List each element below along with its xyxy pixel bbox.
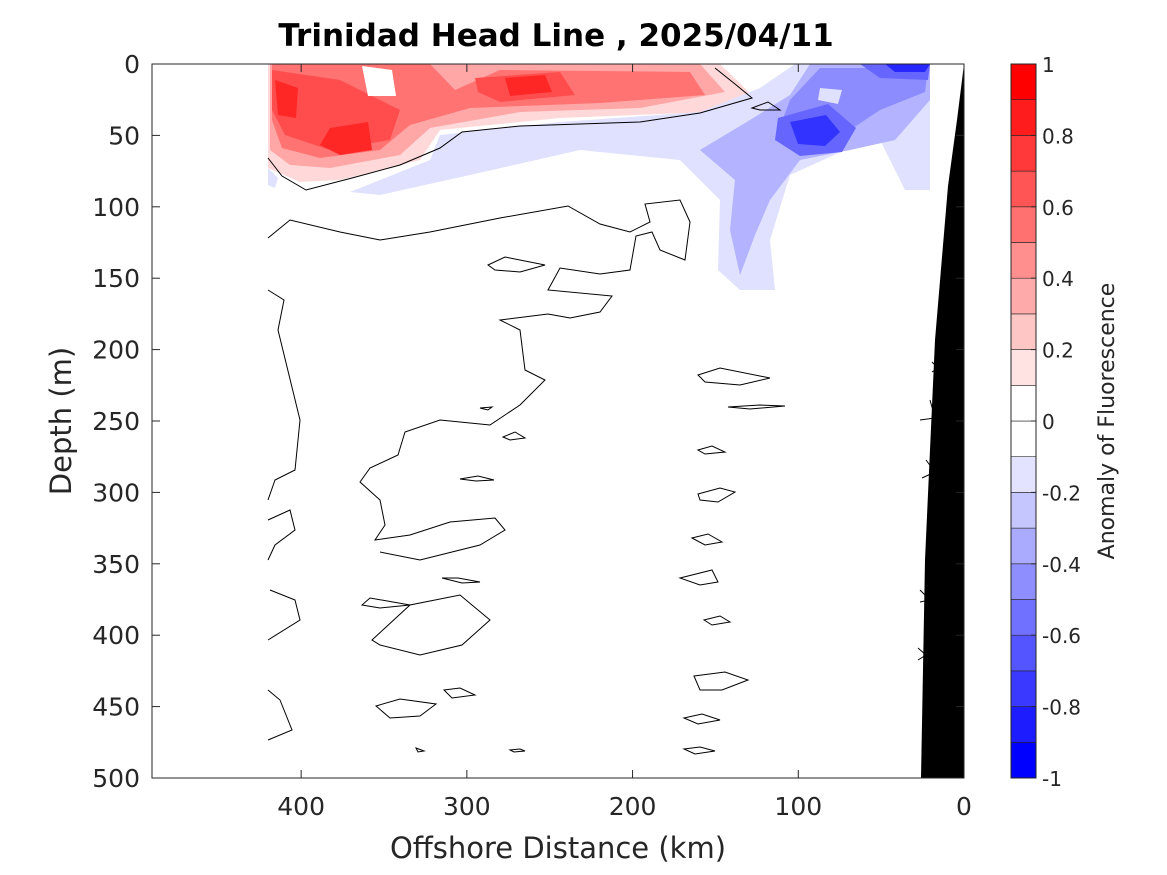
zero-contour xyxy=(267,509,296,561)
chart-title: Trinidad Head Line , 2025/04/11 xyxy=(278,18,833,54)
colorbar-tick-label: -0.4 xyxy=(1042,553,1081,577)
y-tick-label: 150 xyxy=(92,264,140,293)
colorbar-segment xyxy=(1010,135,1037,172)
colorbar-tick-label: -0.6 xyxy=(1042,624,1081,648)
y-tick-label: 0 xyxy=(124,50,140,79)
zero-contour xyxy=(682,713,721,725)
y-tick-label: 100 xyxy=(92,193,140,222)
colorbar-segment xyxy=(1010,599,1037,636)
plot-background xyxy=(152,64,964,778)
zero-contour xyxy=(750,101,782,111)
zero-contour xyxy=(441,577,481,584)
x-tick-label: 0 xyxy=(956,792,972,821)
zero-contour xyxy=(459,475,495,482)
y-tick-label: 500 xyxy=(92,764,140,793)
anomaly-field xyxy=(268,64,930,290)
colorbar-tick-label: 0.2 xyxy=(1042,339,1074,363)
colorbar-segment xyxy=(1010,670,1037,707)
x-tick-label: 100 xyxy=(774,792,822,821)
colorbar: 1 0.8 0.6 0.4 0.2 0 -0.2 -0.4 -0.6 -0.8 -1 xyxy=(1010,53,1081,791)
positive-anomaly-band xyxy=(505,75,552,96)
y-tick-label: 300 xyxy=(92,478,140,507)
colorbar-tick-label: 0 xyxy=(1042,410,1055,434)
zero-contour xyxy=(414,747,426,753)
zero-contour xyxy=(508,748,526,753)
colorbar-tick-label: 1 xyxy=(1042,53,1055,77)
zero-contour xyxy=(696,445,727,455)
y-tick-label: 400 xyxy=(92,621,140,650)
zero-contour xyxy=(267,199,691,561)
zero-anomaly-pocket xyxy=(362,66,396,96)
colorbar-tick-label: -0.2 xyxy=(1042,481,1081,505)
colorbar-segment xyxy=(1010,313,1037,350)
zero-contour xyxy=(442,687,477,699)
zero-contour xyxy=(267,67,754,191)
y-axis: 0 50 100 150 200 250 300 350 400 450 500 xyxy=(92,50,964,793)
colorbar-segment xyxy=(1010,706,1037,743)
y-tick-label: 250 xyxy=(92,407,140,436)
colorbar-segment xyxy=(1010,527,1037,565)
zero-contour xyxy=(690,533,724,546)
zero-contour xyxy=(479,406,494,411)
zero-contour xyxy=(682,746,716,755)
zero-contour xyxy=(267,689,293,741)
colorbar-segment xyxy=(1010,456,1037,493)
negative-anomaly-band xyxy=(885,64,930,72)
colorbar-segment xyxy=(1010,277,1037,315)
zero-contour xyxy=(678,569,719,586)
positive-anomaly-band xyxy=(320,122,372,155)
zero-contour xyxy=(267,289,301,501)
negative-anomaly-band xyxy=(268,168,278,188)
negative-anomaly-band xyxy=(700,64,930,275)
y-tick-label: 200 xyxy=(92,336,140,365)
colorbar-segment xyxy=(1010,563,1037,600)
zero-contour-lines xyxy=(267,67,939,755)
colorbar-segment xyxy=(1010,420,1037,458)
colorbar-tick-label: 0.4 xyxy=(1042,267,1074,291)
negative-anomaly-band xyxy=(818,88,842,104)
zero-contour xyxy=(693,671,750,691)
x-axis: 400 300 200 100 0 xyxy=(277,64,972,821)
colorbar-segment xyxy=(1010,99,1037,136)
zero-contour xyxy=(727,404,786,410)
x-tick-label: 300 xyxy=(443,792,491,821)
colorbar-segment xyxy=(1010,384,1037,422)
x-axis-label: Offshore Distance (km) xyxy=(390,831,726,865)
zero-contour xyxy=(374,698,438,719)
y-tick-label: 350 xyxy=(92,550,140,579)
colorbar-tick-label: -1 xyxy=(1042,767,1062,791)
positive-anomaly-band xyxy=(275,80,298,118)
zero-contour xyxy=(501,431,527,441)
colorbar-segment xyxy=(1010,349,1037,386)
zero-contour xyxy=(697,367,771,386)
zero-contour xyxy=(697,487,737,503)
x-tick-label: 400 xyxy=(277,792,325,821)
colorbar-segment xyxy=(1010,63,1037,101)
colorbar-segment xyxy=(1010,206,1037,243)
negative-anomaly-band xyxy=(790,115,840,146)
x-tick-label: 200 xyxy=(609,792,657,821)
zero-contour xyxy=(487,256,546,273)
zero-contour xyxy=(702,615,732,626)
y-axis-label: Depth (m) xyxy=(44,347,78,495)
colorbar-tick-label: 0.8 xyxy=(1042,124,1074,148)
colorbar-segment xyxy=(1010,170,1037,208)
colorbar-label: Anomaly of Fluorescence xyxy=(1095,283,1120,560)
bathymetry-seafloor xyxy=(921,64,964,778)
y-tick-label: 50 xyxy=(108,121,140,150)
colorbar-segment xyxy=(1010,741,1037,779)
colorbar-tick-label: -0.8 xyxy=(1042,696,1081,720)
colorbar-segment xyxy=(1010,634,1037,672)
colorbar-segment xyxy=(1010,242,1037,279)
zero-contour xyxy=(371,594,491,656)
colorbar-tick-label: 0.6 xyxy=(1042,196,1074,220)
zero-contour xyxy=(267,589,301,641)
y-tick-label: 450 xyxy=(92,693,140,722)
colorbar-segment xyxy=(1010,492,1037,529)
